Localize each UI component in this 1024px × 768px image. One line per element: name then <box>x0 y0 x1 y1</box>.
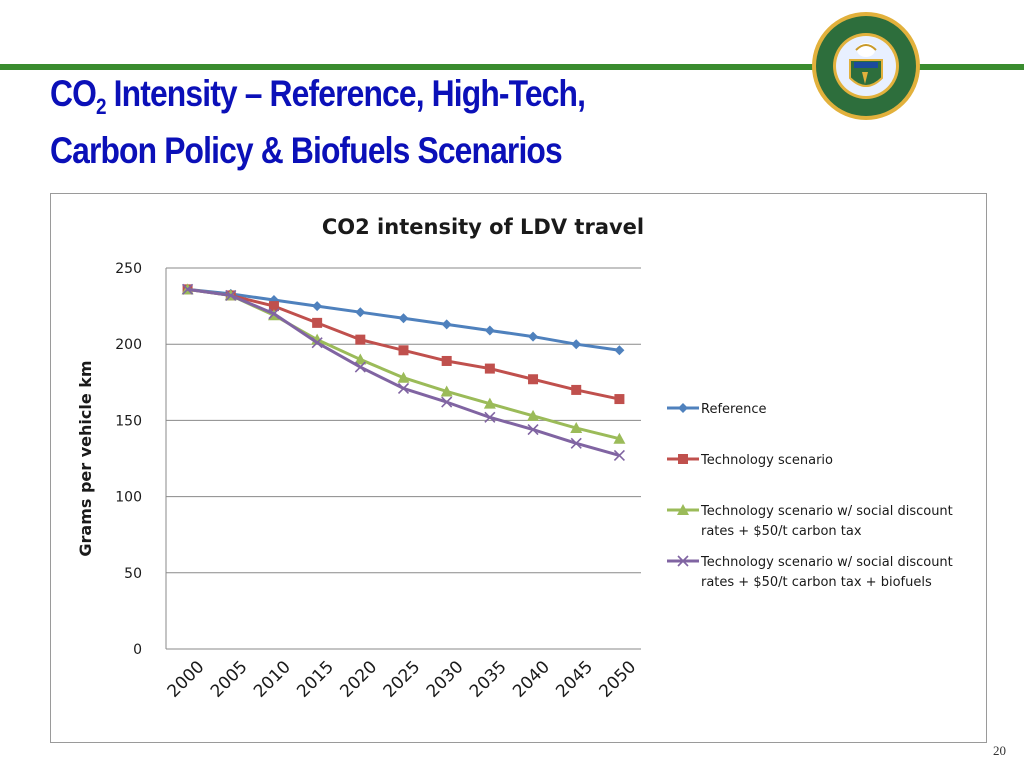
legend-marker-2 <box>678 454 688 464</box>
data-point-s3 <box>613 432 626 444</box>
data-point-s1 <box>398 313 409 324</box>
data-point-s2 <box>441 355 452 366</box>
data-point-s3 <box>354 353 367 365</box>
data-point-s2 <box>268 301 279 312</box>
legend-label-4: Technology scenario w/ social discount <box>700 555 953 570</box>
title-co: CO <box>50 73 97 114</box>
data-point-s3 <box>570 422 583 434</box>
data-point-s4 <box>441 396 453 408</box>
x-tick-label: 2005 <box>207 657 252 702</box>
x-tick-label: 2035 <box>466 657 511 702</box>
legend-label-3: rates + $50/t carbon tax <box>701 524 862 539</box>
data-point-s2 <box>312 317 323 328</box>
x-tick-label: 2040 <box>509 657 554 702</box>
data-point-s2 <box>355 334 366 345</box>
data-point-s3 <box>483 397 496 409</box>
x-tick-label: 2020 <box>336 657 381 702</box>
x-tick-label: 2015 <box>293 657 338 702</box>
x-tick-label: 2000 <box>164 657 209 702</box>
legend-label-2: Technology scenario <box>700 453 833 468</box>
y-tick-label: 200 <box>115 337 142 353</box>
data-point-s2 <box>484 363 495 374</box>
x-tick-label: 2030 <box>423 657 468 702</box>
data-point-s4 <box>397 382 410 394</box>
data-point-s1 <box>355 307 366 318</box>
data-point-s4 <box>613 449 625 462</box>
legend-label-3: Technology scenario w/ social discount <box>700 504 953 519</box>
y-tick-label: 100 <box>115 490 142 506</box>
data-point-s4 <box>354 361 366 373</box>
data-point-s3 <box>527 409 540 421</box>
data-point-s1 <box>528 331 539 342</box>
data-point-s2 <box>614 394 625 405</box>
y-tick-label: 250 <box>115 261 142 277</box>
data-point-s2 <box>571 384 582 395</box>
legend-marker-4 <box>677 555 689 567</box>
y-tick-label: 150 <box>115 413 142 429</box>
page-number: 20 <box>993 743 1006 758</box>
x-tick-label: 2010 <box>250 657 295 702</box>
chart-title: CO2 intensity of LDV travel <box>322 215 644 239</box>
data-point-s4 <box>225 289 237 301</box>
x-tick-label: 2045 <box>552 657 597 702</box>
data-point-s2 <box>528 374 539 385</box>
data-point-s4 <box>268 308 280 320</box>
title-subscript: 2 <box>96 94 107 119</box>
data-point-s1 <box>484 325 495 336</box>
title-line1-rest: Intensity – Reference, High-Tech, <box>105 73 586 114</box>
series-line-3 <box>187 287 620 441</box>
data-point-s2 <box>398 345 409 356</box>
legend-label-1: Reference <box>701 402 766 417</box>
y-tick-label: 0 <box>133 642 142 658</box>
line-chart: CO2 intensity of LDV travel 0 50 100 150 200 2… <box>76 215 953 702</box>
header-rule <box>0 64 1024 70</box>
x-tick-label: 2025 <box>380 657 425 702</box>
data-point-s3 <box>440 385 453 397</box>
y-tick-label: 50 <box>124 566 142 582</box>
data-point-s4 <box>182 283 194 295</box>
data-point-s4 <box>311 337 323 349</box>
slide-title-line-1: CO2 Intensity – Reference, High-Tech, <box>50 72 686 129</box>
data-point-s3 <box>397 371 410 383</box>
data-point-s4 <box>570 437 582 449</box>
legend-marker-3 <box>677 504 689 515</box>
slide-title: CO2 Intensity – Reference, High-Tech, Ca… <box>50 72 686 173</box>
data-point-s4 <box>484 411 496 423</box>
data-point-s4 <box>527 423 539 436</box>
legend-marker-1 <box>678 403 688 413</box>
data-point-s1 <box>312 301 323 312</box>
legend-label-4: rates + $50/t carbon tax + biofuels <box>701 575 932 590</box>
x-tick-label: 2050 <box>596 657 641 702</box>
data-point-s1 <box>614 345 625 356</box>
chart-frame: CO2 intensity of LDV travel 0 50 100 150 200 2… <box>50 193 987 743</box>
doe-seal-logo <box>812 12 920 120</box>
data-point-s1 <box>571 339 582 350</box>
slide-title-line-2: Carbon Policy & Biofuels Scenarios <box>50 130 563 171</box>
y-axis-label: Grams per vehicle km <box>76 360 95 556</box>
data-point-s1 <box>441 319 452 330</box>
